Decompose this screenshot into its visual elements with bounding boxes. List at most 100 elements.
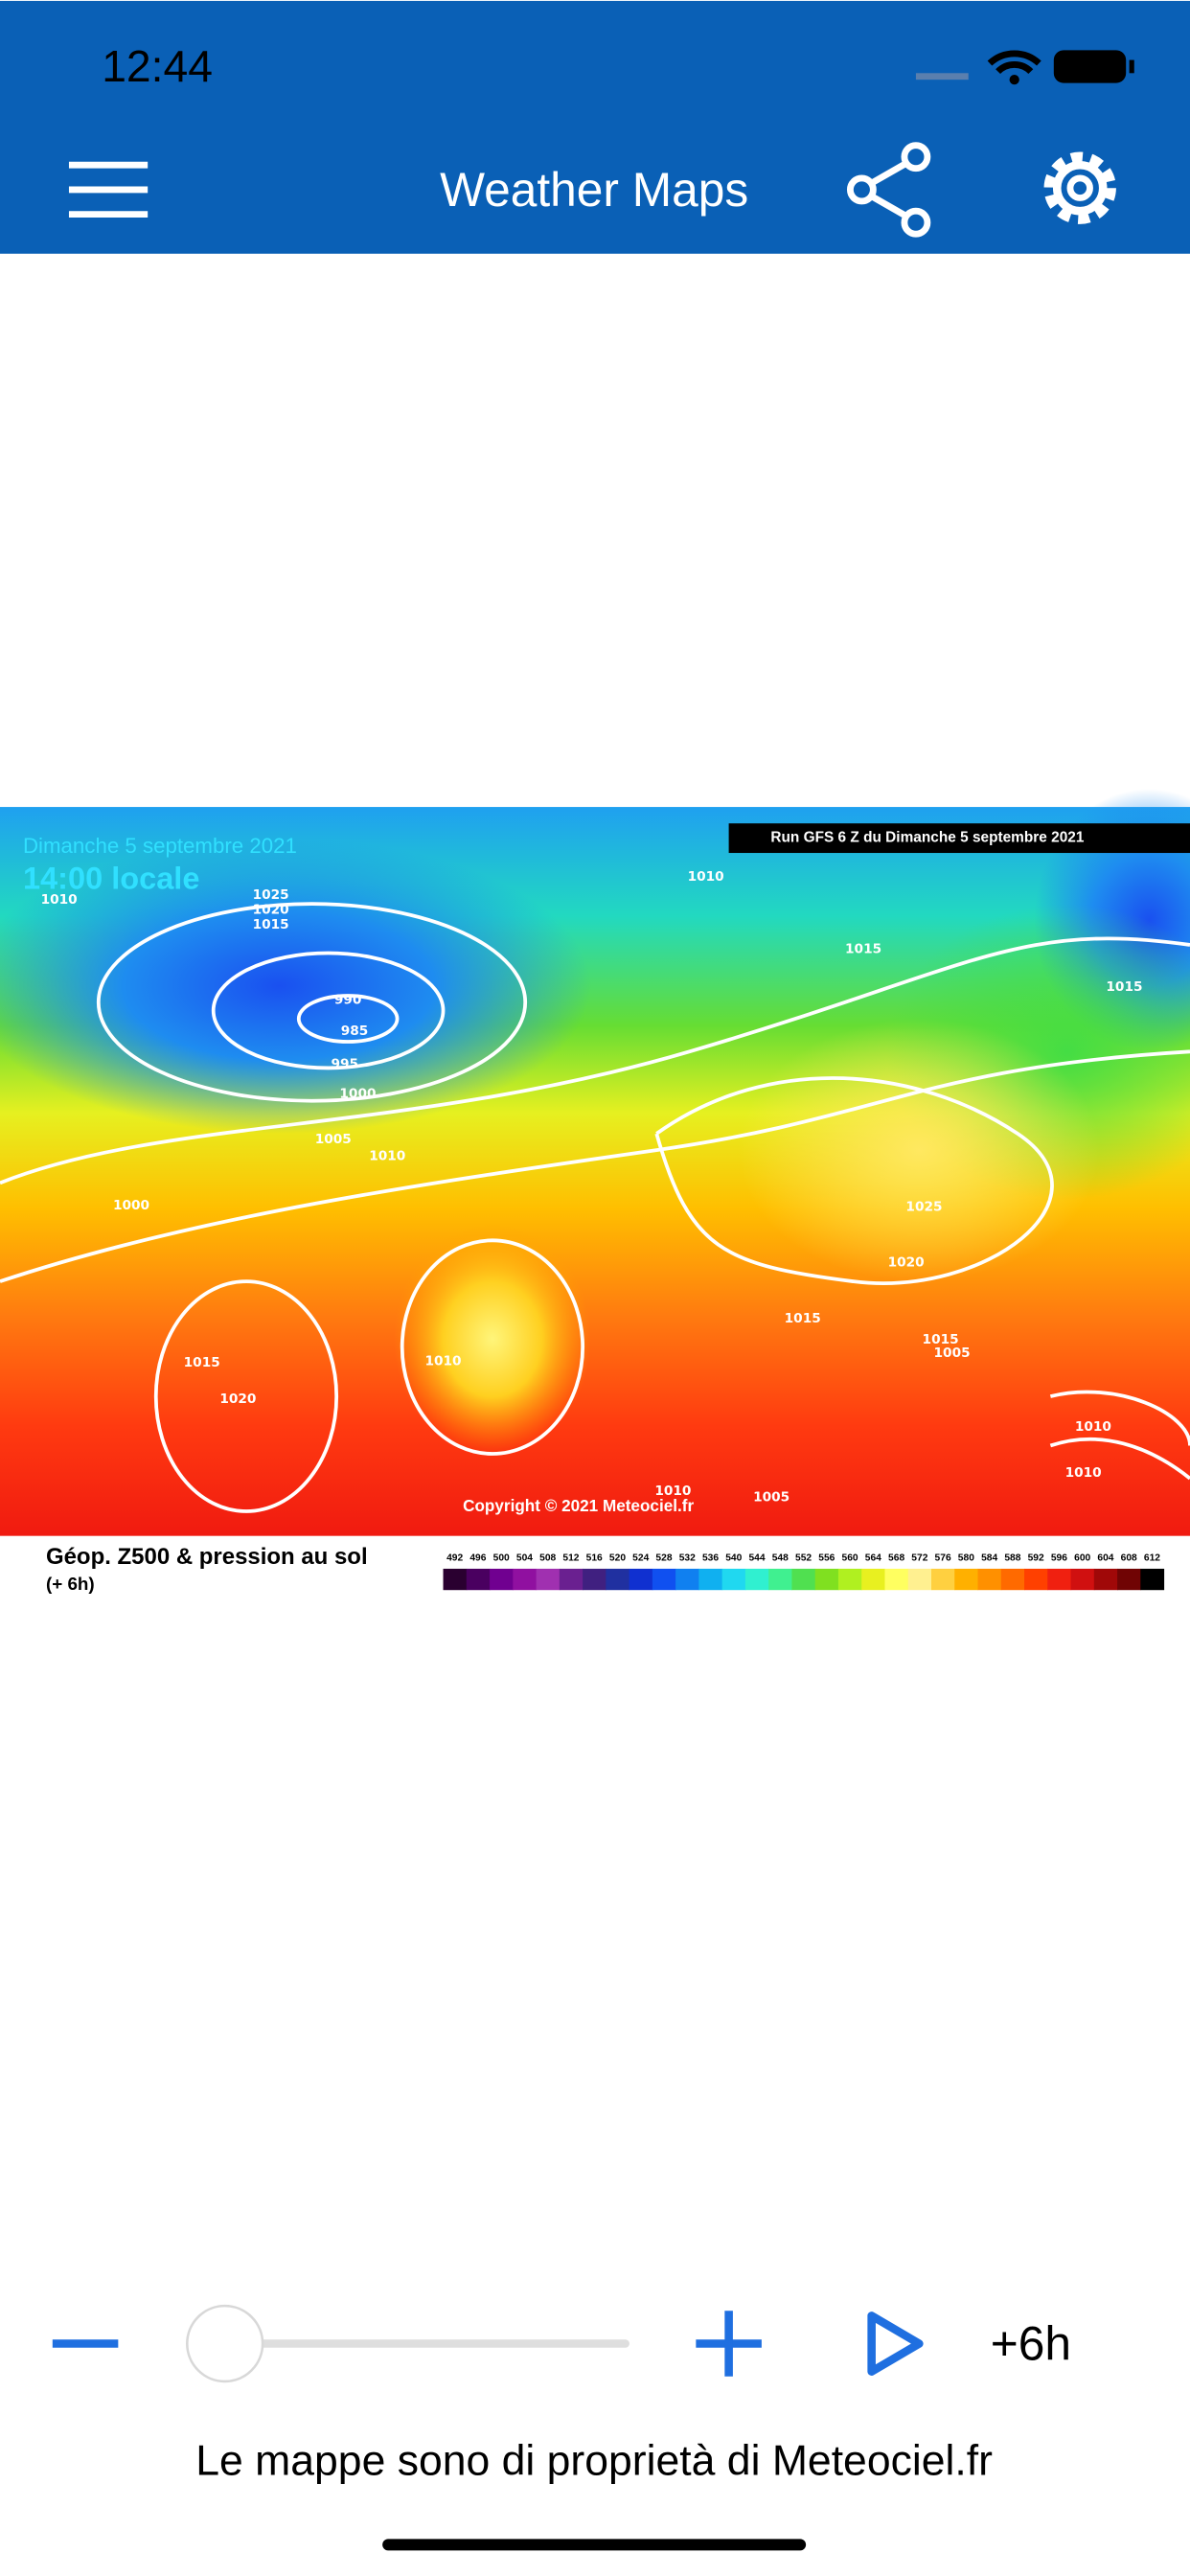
- isobar-label: 1010: [369, 1148, 405, 1163]
- isobar-label: 1020: [888, 1255, 925, 1271]
- isobar-label: 1020: [219, 1392, 256, 1407]
- isobar-label: 1005: [934, 1346, 971, 1361]
- isobar-label: 1005: [315, 1132, 352, 1147]
- colorbar-cell: [954, 1568, 979, 1591]
- map-copyright: Copyright © 2021 Meteociel.fr: [463, 1496, 694, 1515]
- colorbar-cell: [1070, 1568, 1095, 1591]
- colorbar-cell: [907, 1568, 932, 1591]
- colorbar-label: 516: [586, 1552, 603, 1563]
- isobar-labels: 1010 1025 1020 1015 990 985 995 1000 1005 1010 100…: [41, 869, 1143, 1506]
- isobar-label: 1025: [253, 887, 289, 903]
- colorbar-label: 564: [865, 1552, 881, 1563]
- isobar-label: 1010: [688, 869, 724, 885]
- colorbar-cell: [791, 1568, 816, 1591]
- colorbar-cell: [977, 1568, 1002, 1591]
- map-time: 14:00 locale: [23, 862, 199, 896]
- colorbar-label: 560: [842, 1552, 858, 1563]
- colorbar: 492 496 500 504 508 512 516 520 524 528 532 536 540 5…: [443, 1552, 1165, 1591]
- isobar-label: 990: [334, 993, 362, 1008]
- colorbar-cell: [466, 1568, 491, 1591]
- colorbar-label: 536: [702, 1552, 719, 1563]
- footer-caption: Le mappe sono di proprietà di Meteociel.…: [195, 2438, 993, 2485]
- settings-button[interactable]: [1043, 151, 1116, 224]
- colorbar-cell: [606, 1568, 630, 1591]
- colorbar-label: 532: [679, 1552, 696, 1563]
- colorbar-label: 612: [1144, 1552, 1160, 1563]
- isobar-label: 1010: [1065, 1465, 1102, 1481]
- isobar-label: 1025: [905, 1199, 942, 1214]
- colorbar-label: 568: [888, 1552, 904, 1563]
- colorbar-cell: [768, 1568, 792, 1591]
- isobar-label: 995: [331, 1056, 358, 1071]
- isobar-label: 1010: [424, 1354, 461, 1369]
- map-run: Run GFS 6 Z du Dimanche 5 septembre 2021: [770, 830, 1084, 846]
- isobar-label: 1015: [1106, 979, 1142, 995]
- colorbar-cell: [583, 1568, 606, 1591]
- colorbar-label: 600: [1074, 1552, 1090, 1563]
- map-date: Dimanche 5 septembre 2021: [23, 834, 297, 858]
- colorbar-cell: [861, 1568, 885, 1591]
- colorbar-label: 576: [935, 1552, 951, 1563]
- step-label: +6h: [991, 2317, 1071, 2371]
- legend-subtitle: (+ 6h): [46, 1574, 95, 1594]
- colorbar-cell: [675, 1568, 699, 1591]
- colorbar-label: 592: [1028, 1552, 1044, 1563]
- menu-button[interactable]: [68, 161, 149, 218]
- play-button[interactable]: [867, 2312, 924, 2376]
- colorbar-label: 544: [748, 1552, 765, 1563]
- colorbar-cell: [443, 1568, 468, 1591]
- colorbar-label: 512: [562, 1552, 579, 1563]
- share-button[interactable]: [846, 142, 931, 238]
- colorbar-label: 548: [772, 1552, 789, 1563]
- colorbar-cell: [930, 1568, 955, 1591]
- colorbar-label: 504: [516, 1552, 533, 1563]
- isobar-label: 985: [341, 1024, 369, 1039]
- colorbar-cell: [1117, 1568, 1141, 1591]
- app-title: Weather Maps: [440, 163, 748, 217]
- status-icons: [915, 50, 1134, 85]
- colorbar-cell: [721, 1568, 746, 1591]
- colorbar-label: 572: [911, 1552, 927, 1563]
- zoom-in-button[interactable]: [696, 2311, 762, 2377]
- colorbar-label: 596: [1051, 1552, 1067, 1563]
- colorbar-cell: [884, 1568, 909, 1591]
- isobar-label: 1015: [253, 917, 289, 932]
- colorbar-label: 496: [469, 1552, 486, 1563]
- colorbar-label: 588: [1004, 1552, 1020, 1563]
- app-bar: [0, 0, 1190, 254]
- colorbar-label: 508: [539, 1552, 556, 1563]
- isobar-label: 1000: [339, 1086, 376, 1101]
- colorbar-cell: [629, 1568, 653, 1591]
- colorbar-cell: [744, 1568, 769, 1591]
- colorbar-label: 580: [958, 1552, 974, 1563]
- colorbar-cell: [513, 1568, 538, 1591]
- isobar-label: 1010: [654, 1484, 691, 1499]
- weather-map: Run GFS 6 Z du Dimanche 5 septembre 2021…: [0, 789, 1190, 1536]
- colorbar-label: 528: [655, 1552, 672, 1563]
- isobar-label: 1015: [923, 1332, 959, 1347]
- colorbar-cell: [1047, 1568, 1072, 1591]
- time-slider[interactable]: [186, 2304, 629, 2383]
- colorbar-label: 492: [446, 1552, 463, 1563]
- status-time: 12:44: [102, 41, 213, 91]
- colorbar-label: 524: [632, 1552, 649, 1563]
- isobar-label: 1010: [1075, 1419, 1111, 1435]
- colorbar-cell: [1140, 1568, 1165, 1591]
- colorbar-label: 540: [725, 1552, 742, 1563]
- home-indicator: [382, 2539, 807, 2551]
- isobar-label: 1015: [785, 1311, 821, 1326]
- isobar-label: 1015: [184, 1355, 220, 1370]
- isobar-label: 1010: [41, 892, 78, 908]
- isobar-label: 1015: [845, 942, 881, 957]
- legend-title: Géop. Z500 & pression au sol: [46, 1544, 368, 1570]
- colorbar-cell: [1024, 1568, 1048, 1591]
- colorbar-cell: [837, 1568, 862, 1591]
- colorbar-cell: [490, 1568, 514, 1591]
- colorbar-label: 608: [1121, 1552, 1137, 1563]
- colorbar-cell: [814, 1568, 839, 1591]
- colorbar-cell: [559, 1568, 584, 1591]
- colorbar-label: 500: [493, 1552, 510, 1563]
- colorbar-label: 520: [609, 1552, 626, 1563]
